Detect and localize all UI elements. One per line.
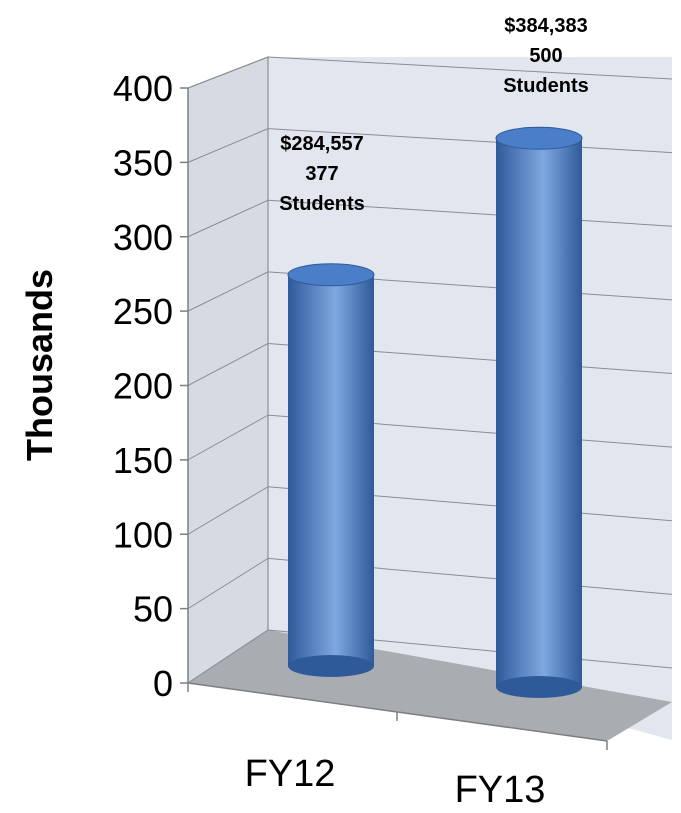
y-tick-label: 150 — [113, 440, 173, 481]
side-wall — [187, 56, 269, 684]
bar-base — [496, 676, 582, 698]
bar-top — [287, 263, 375, 287]
gridline-side — [187, 128, 269, 163]
data-label: Students — [279, 193, 365, 215]
x-category-label: FY12 — [245, 753, 336, 795]
y-axis-label: Thousands — [19, 269, 60, 461]
gridline-side — [187, 414, 269, 461]
y-tick-label: 300 — [113, 217, 173, 258]
y-tick-label: 400 — [113, 68, 173, 109]
bar-body — [496, 138, 582, 687]
bar-base — [288, 655, 374, 677]
y-tick-label: 0 — [153, 663, 173, 704]
gridline-side — [187, 199, 269, 238]
x-category-label: FY13 — [455, 769, 546, 808]
gridline-side — [187, 343, 269, 386]
data-label: 500 — [529, 45, 562, 67]
y-tick-label: 100 — [113, 514, 173, 555]
data-label: 377 — [305, 163, 338, 185]
data-label: $384,383 — [504, 15, 587, 37]
y-tick-label: 200 — [113, 366, 173, 407]
y-tick-label: 350 — [113, 142, 173, 183]
data-label: $284,557 — [280, 133, 363, 155]
bar-body — [288, 274, 374, 666]
gridline-side — [187, 629, 269, 684]
gridline-side — [187, 486, 269, 535]
gridline-side — [187, 56, 269, 89]
gridline-back — [267, 128, 673, 154]
bar-top — [495, 126, 583, 150]
gridline-back — [267, 56, 673, 80]
y-tick-label: 250 — [113, 291, 173, 332]
y-tick-label: 50 — [133, 589, 173, 630]
gridline-side — [187, 271, 269, 312]
gridline-back — [267, 199, 673, 227]
data-label: Students — [503, 75, 589, 97]
gridline-side — [187, 557, 269, 610]
